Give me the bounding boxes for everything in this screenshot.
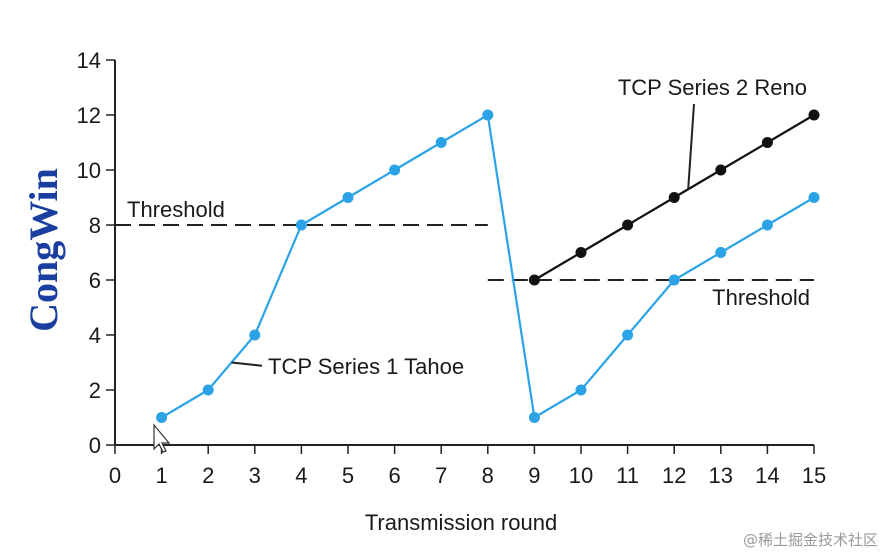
y-tick-label: 10: [77, 158, 101, 183]
series-2-point: [622, 219, 634, 231]
series-2-label: TCP Series 2 Reno: [618, 75, 807, 100]
series-1-point: [295, 219, 307, 231]
series-1-point: [342, 192, 354, 203]
series-2-point: [668, 192, 680, 203]
threshold-label: Threshold: [127, 197, 225, 222]
series-1-point: [622, 329, 634, 341]
x-tick-label: 12: [662, 463, 686, 488]
x-tick-label: 4: [295, 463, 307, 488]
series-1-point: [202, 384, 214, 396]
series-line-1: [161, 113, 815, 420]
series-1-point: [249, 329, 261, 341]
series-1-point: [808, 192, 820, 203]
x-tick-label: 14: [755, 463, 779, 488]
x-tick-label: 1: [155, 463, 167, 488]
series-1-point: [435, 137, 447, 148]
x-tick-label: 0: [109, 463, 121, 488]
series-1-point: [575, 384, 587, 396]
x-tick-label: 8: [482, 463, 494, 488]
x-tick-label: 7: [435, 463, 447, 488]
series-2-point: [715, 164, 727, 176]
threshold-lines: Threshold Threshold: [115, 197, 814, 310]
x-tick-label: 11: [616, 463, 639, 488]
x-axis-label: Transmission round: [365, 510, 557, 535]
watermark: @稀土掘金技术社区: [743, 531, 878, 549]
series-1-point: [668, 274, 680, 286]
threshold-label: Threshold: [712, 285, 810, 310]
series-2-point: [575, 247, 587, 258]
series-1-point: [761, 219, 773, 231]
y-tick-label: 4: [89, 323, 101, 348]
series-1-point: [482, 109, 494, 121]
tahoe-leader-line: [231, 361, 263, 367]
annotations: TCP Series 1 Tahoe TCP Series 2 Reno: [153, 75, 807, 453]
series-1-point: [389, 164, 401, 176]
y-tick-label: 2: [89, 378, 101, 403]
y-tick-label: 6: [89, 268, 101, 293]
series-2-point: [528, 274, 540, 286]
x-tick-label: 15: [802, 463, 826, 488]
x-tick-label: 9: [528, 463, 540, 488]
reno-leader-line: [687, 103, 695, 190]
series-2-point: [808, 109, 820, 121]
x-tick-label: 13: [709, 463, 733, 488]
y-tick-label: 0: [89, 433, 101, 458]
x-tick-label: 6: [388, 463, 400, 488]
y-tick-label: 12: [77, 103, 101, 128]
y-tick-label: 8: [89, 213, 101, 238]
x-tick-label: 10: [569, 463, 593, 488]
series-2-point: [761, 137, 773, 148]
series-1-point: [715, 247, 727, 258]
series-1-point: [528, 412, 540, 423]
series-layer: [156, 109, 820, 423]
series-1-point: [156, 412, 168, 423]
y-axis-label: CongWin: [21, 168, 66, 332]
y-tick-label: 14: [77, 48, 101, 73]
cursor-arrow-icon: [153, 423, 171, 453]
x-tick-label: 2: [202, 463, 214, 488]
x-tick-label: 5: [342, 463, 354, 488]
x-tick-label: 3: [249, 463, 261, 488]
series-1-label: TCP Series 1 Tahoe: [268, 354, 464, 379]
